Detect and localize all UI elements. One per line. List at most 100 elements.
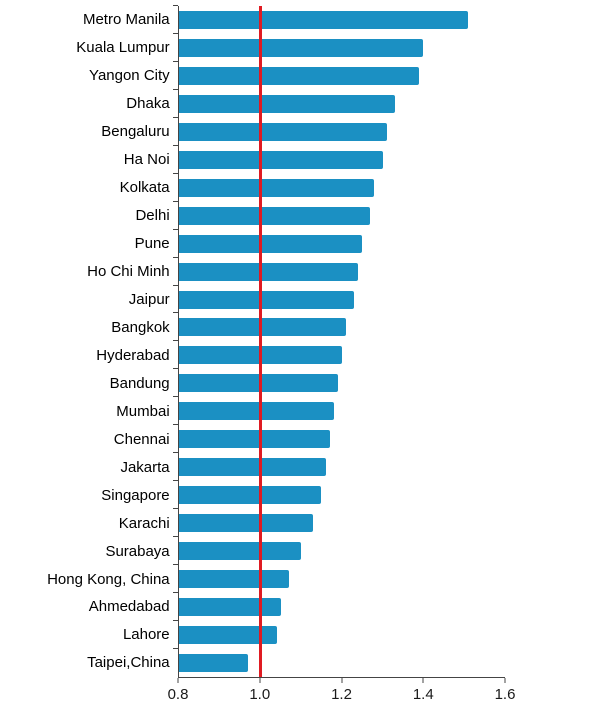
category-label: Lahore [122, 626, 170, 644]
bar-track [172, 32, 505, 62]
chart-row: Surabaya [0, 536, 505, 566]
chart-row: Dhaka [0, 88, 505, 118]
x-axis-tick-label: 1.2 [331, 686, 352, 703]
chart-row: Pune [0, 228, 505, 258]
category-label: Pune [134, 235, 170, 253]
bar [178, 262, 359, 281]
category-label: Mumbai [116, 402, 170, 420]
bar-track [172, 144, 505, 174]
chart-row: Kolkata [0, 172, 505, 202]
bar-track [172, 508, 505, 538]
chart-row: Ho Chi Minh [0, 256, 505, 286]
category-label: Kuala Lumpur [76, 39, 170, 57]
chart-row: Singapore [0, 480, 505, 510]
chart-row: Hyderabad [0, 340, 505, 370]
category-label: Hong Kong, China [47, 570, 170, 588]
bar-track [172, 200, 505, 230]
bar-track [172, 340, 505, 370]
bar [178, 486, 322, 505]
chart-row: Karachi [0, 508, 505, 538]
bar-track [172, 536, 505, 566]
category-label: Surabaya [105, 542, 170, 560]
bar [178, 597, 281, 616]
bar-track [172, 256, 505, 286]
category-label: Delhi [135, 207, 170, 225]
bar [178, 234, 363, 253]
chart-row: Bandung [0, 368, 505, 398]
bar-track [172, 480, 505, 510]
chart-row: Chennai [0, 424, 505, 454]
category-label: Yangon City [89, 67, 170, 85]
bar [178, 374, 338, 393]
bar-track [172, 312, 505, 342]
bar [178, 94, 395, 113]
category-label: Karachi [118, 514, 170, 532]
bar-track [172, 172, 505, 202]
bar [178, 542, 302, 561]
chart-row: Lahore [0, 619, 505, 649]
x-axis-tick-label: 1.4 [412, 686, 434, 703]
bar-track [172, 564, 505, 594]
bar-track [172, 647, 505, 677]
bar [178, 206, 371, 225]
bar-track [172, 452, 505, 482]
chart-row: Delhi [0, 200, 505, 230]
bar-track [172, 228, 505, 258]
bar [178, 430, 330, 449]
x-axis-tick [177, 678, 179, 683]
category-label: Dhaka [126, 95, 170, 113]
bar [178, 318, 346, 337]
chart-row: Bangkok [0, 312, 505, 342]
chart-row: Kuala Lumpur [0, 32, 505, 62]
bar [178, 10, 469, 29]
category-label: Bangkok [111, 318, 170, 336]
chart-row: Ha Noi [0, 144, 505, 174]
bar [178, 38, 424, 57]
bar-track [172, 116, 505, 146]
x-axis-tick-label: 1.6 [494, 686, 516, 703]
chart-row: Metro Manila [0, 5, 505, 34]
category-label: Jaipur [128, 291, 170, 308]
bar [178, 66, 420, 85]
bar-track [172, 619, 505, 649]
bar [178, 290, 355, 309]
category-label: Ahmedabad [88, 598, 170, 616]
bar-track [172, 592, 505, 621]
bar-track [172, 284, 505, 314]
category-label: Taipei,China [87, 654, 170, 672]
x-axis: 0.8 1.0 1.2 1.4 1.6 [168, 677, 515, 712]
bar [178, 122, 387, 141]
x-axis-tick [259, 678, 261, 683]
chart-row: Jaipur [0, 284, 505, 314]
bar-track [172, 396, 505, 426]
category-label: Metro Manila [82, 11, 170, 29]
chart-row: Yangon City [0, 60, 505, 90]
chart-row: Jakarta [0, 452, 505, 482]
category-label: Ha Noi [123, 151, 170, 169]
bar [178, 178, 375, 197]
bar [178, 570, 289, 589]
category-label: Hyderabad [96, 346, 170, 364]
bar [178, 402, 334, 421]
category-label: Singapore [101, 486, 170, 504]
category-label: Jakarta [120, 458, 170, 476]
bar-track [172, 88, 505, 118]
rows: Metro Manila Kuala Lumpur Yangon City Dhaka… [0, 5, 505, 677]
bar-track [172, 368, 505, 398]
x-axis-tick-label: 0.8 [167, 686, 189, 703]
category-label: Ho Chi Minh [87, 263, 170, 281]
x-axis-tick-label: 1.0 [249, 686, 271, 703]
bar-track [172, 424, 505, 454]
bar [178, 625, 277, 644]
reference-line [258, 6, 262, 677]
chart-row: Ahmedabad [0, 592, 505, 621]
bar [178, 150, 383, 169]
category-label: Chennai [113, 430, 170, 448]
chart-row: Hong Kong, China [0, 564, 505, 594]
x-axis-tick [341, 678, 342, 683]
bar [178, 514, 314, 533]
bar [178, 653, 248, 672]
category-label: Bengaluru [101, 123, 170, 141]
bar-track [172, 60, 505, 90]
